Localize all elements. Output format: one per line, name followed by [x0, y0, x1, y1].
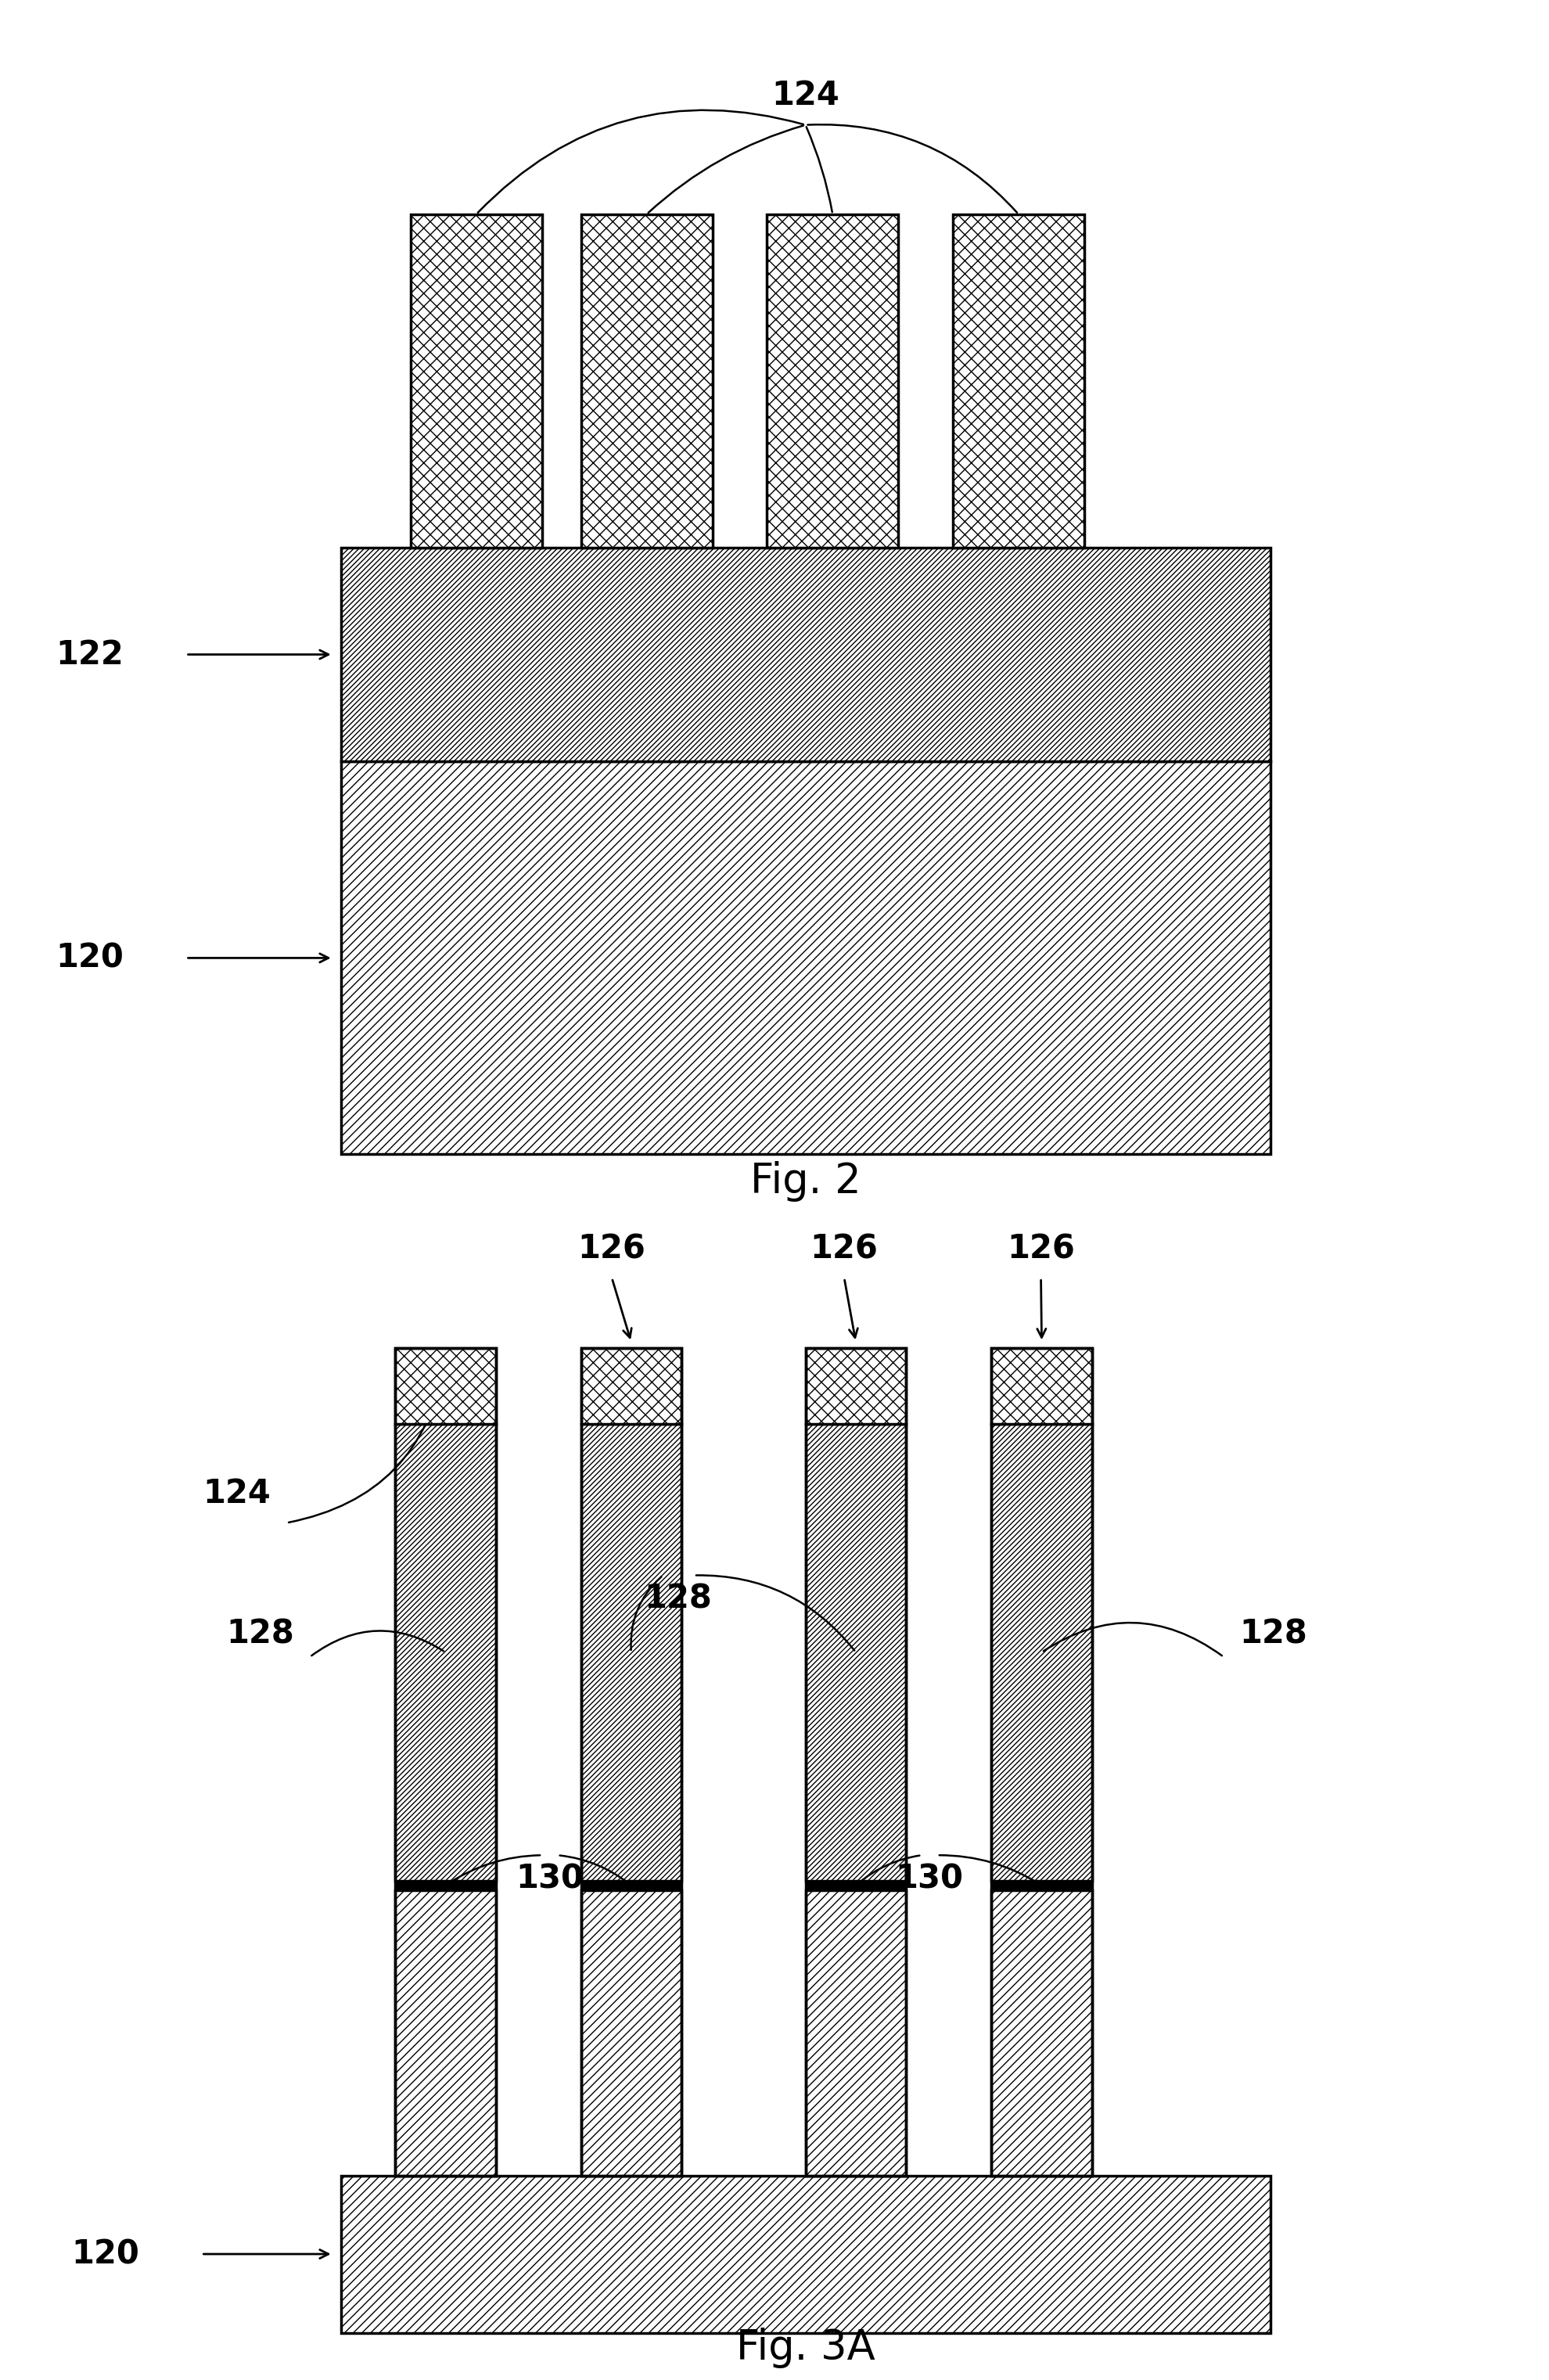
Bar — [991, 1423, 1092, 1880]
Bar — [341, 2175, 1270, 2332]
Text: 124: 124 — [203, 1478, 271, 1511]
Bar — [805, 1890, 906, 2175]
Bar — [581, 1423, 682, 1880]
Bar — [805, 1423, 906, 1880]
Bar — [395, 1880, 496, 1890]
Bar — [581, 1347, 682, 2175]
Bar — [805, 1347, 906, 1423]
Bar — [341, 762, 1270, 1154]
Bar — [953, 214, 1084, 547]
Bar — [581, 1347, 682, 1423]
Bar — [991, 1347, 1092, 1423]
Bar — [395, 1890, 496, 2175]
Text: 130: 130 — [895, 1861, 963, 1894]
Text: 128: 128 — [1239, 1616, 1307, 1649]
Text: 124: 124 — [771, 79, 840, 112]
Text: Fig. 3A: Fig. 3A — [736, 2328, 875, 2368]
Bar — [395, 1347, 496, 2175]
Text: 126: 126 — [810, 1233, 878, 1266]
Bar — [991, 1890, 1092, 2175]
Bar — [581, 1890, 682, 2175]
Text: 130: 130 — [516, 1861, 584, 1894]
Bar — [767, 214, 898, 547]
Text: 120: 120 — [56, 942, 124, 973]
Text: Fig. 2: Fig. 2 — [750, 1161, 861, 1202]
Bar — [991, 1347, 1092, 2175]
Bar — [410, 214, 542, 547]
Bar — [341, 547, 1270, 762]
Bar — [395, 1347, 496, 1423]
Bar — [581, 1880, 682, 1890]
Text: 122: 122 — [56, 638, 124, 671]
Text: 126: 126 — [578, 1233, 646, 1266]
Bar — [395, 1423, 496, 1880]
Bar — [805, 1880, 906, 1890]
Bar — [581, 214, 713, 547]
Text: 128: 128 — [226, 1616, 294, 1649]
Bar — [805, 1347, 906, 2175]
Text: 120: 120 — [71, 2237, 139, 2271]
Text: 128: 128 — [644, 1583, 713, 1616]
Text: 126: 126 — [1007, 1233, 1075, 1266]
Bar — [991, 1880, 1092, 1890]
